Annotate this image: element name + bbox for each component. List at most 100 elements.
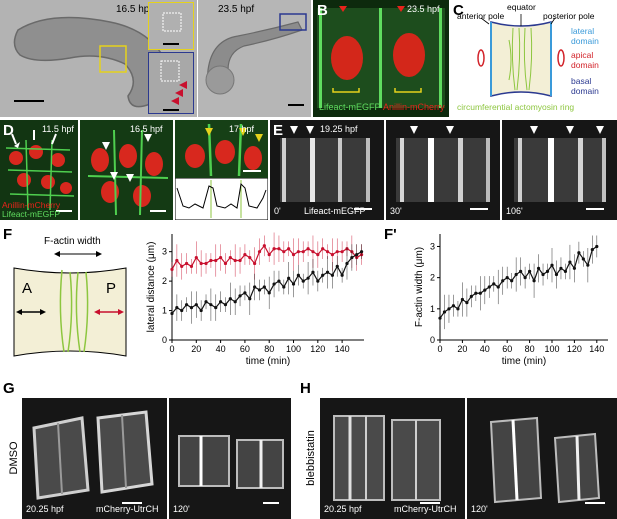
chart-f-prime-point <box>528 269 532 274</box>
panel-a-embryo-2: 23.5 hpf <box>198 0 311 117</box>
panel-c-anterior-pole: anterior pole <box>457 11 505 21</box>
chart-f-point <box>350 255 354 260</box>
panel-a-time-2: 23.5 hpf <box>218 4 255 15</box>
chart-f-prime-ylabel: F-actin width (μm) <box>414 247 425 327</box>
chart-f-point <box>340 250 344 254</box>
chart-f-point <box>194 255 198 260</box>
chart-f-point <box>233 258 237 263</box>
chart-f-point <box>248 255 252 260</box>
chart-f-point <box>296 273 300 277</box>
chart-f-point <box>311 270 315 274</box>
chart-f-prime-point <box>568 260 572 264</box>
panel-c-basal-domain: domain <box>571 86 599 96</box>
panel-letter-c: C <box>453 2 464 19</box>
chart-f-point <box>189 306 194 310</box>
panel-c-diagram: C equator anterior pole posterior pole l… <box>451 0 617 117</box>
chart-f-y-tick-label: 0 <box>162 335 167 345</box>
chart-f-prime-x-tick-label: 80 <box>525 344 535 354</box>
chart-f-point <box>209 258 213 263</box>
panel-letter-f: F <box>3 226 13 243</box>
chart-f-prime-point <box>460 297 464 302</box>
chart-f: 0 20 40 60 80 100 120 140 0 1 2 3 time (min) lateral … <box>144 226 374 370</box>
panel-e-t0: 0' <box>274 206 281 216</box>
chart-f-prime-point <box>478 291 482 295</box>
chart-f-point <box>359 250 364 254</box>
chart-f-point <box>277 247 281 251</box>
panel-d-image-1: D 11.5 hpf Anillin-mCherry Lifeact-mEGFP <box>0 120 78 220</box>
chart-f-prime-y-tick-label: 3 <box>430 241 435 251</box>
chart-f-point <box>180 308 184 313</box>
chart-f-prime-y-tick-label: 2 <box>430 273 435 283</box>
panel-c-lateral: lateral <box>571 26 595 36</box>
chart-f-point <box>330 253 335 257</box>
panel-e-t2: 106' <box>506 206 523 216</box>
chart-f-point <box>287 247 291 251</box>
chart-f-point <box>257 250 262 254</box>
chart-f-point <box>223 303 228 307</box>
chart-f-prime-x-tick-label: 60 <box>502 344 512 354</box>
chart-f-prime-point <box>447 307 451 311</box>
chart-f-xlabel: time (min) <box>246 356 290 367</box>
chart-f-point <box>184 261 189 266</box>
panel-letter-b: B <box>317 2 328 19</box>
chart-f-point <box>175 258 179 263</box>
chart-f-prime-point <box>501 279 505 283</box>
panel-e-image-1: E 19.25 hpf 0' Lifeact-mEGFP <box>270 120 384 220</box>
chart-f-prime-x-tick-label: 120 <box>567 344 582 354</box>
panel-h-time: 20.25 hpf <box>324 504 362 514</box>
chart-f-prime-point <box>545 269 550 274</box>
chart-f-prime-xlabel: time (min) <box>502 356 546 367</box>
chart-f-point <box>248 297 252 301</box>
chart-f-point <box>306 276 310 280</box>
panel-h-t: 120' <box>471 504 488 514</box>
chart-f-point <box>272 282 276 286</box>
chart-f-prime-point <box>581 257 585 261</box>
chart-f-point <box>262 244 266 248</box>
chart-f-point <box>233 300 237 304</box>
panel-d-image-3: 17 hpf <box>175 120 268 220</box>
chart-f-point <box>330 273 335 277</box>
panel-e-image-2: 30' <box>386 120 500 220</box>
panel-e-label: Lifeact-mEGFP <box>304 206 366 216</box>
chart-f-prime-point <box>483 288 487 292</box>
chart-f-x-tick-label: 40 <box>216 344 226 354</box>
chart-f-point <box>316 253 320 257</box>
chart-f-point <box>219 300 223 304</box>
chart-f-x-tick-label: 140 <box>335 344 350 354</box>
chart-f-prime-x-tick-label: 0 <box>437 344 442 354</box>
chart-f-point <box>228 255 232 260</box>
chart-f-prime-point <box>505 276 509 280</box>
chart-f-prime-y-tick-label: 1 <box>430 304 435 314</box>
panel-d-image-2: 16.5 hpf <box>80 120 173 220</box>
panel-e-image-3: 106' <box>502 120 617 220</box>
chart-f-point <box>238 258 242 263</box>
chart-f-prime-point <box>487 285 491 289</box>
chart-f-point <box>267 291 271 295</box>
chart-f-point <box>277 279 281 283</box>
chart-f-ylabel: lateral distance (μm) <box>146 242 157 333</box>
chart-f-prime-point <box>469 294 473 298</box>
chart-f-point <box>257 288 262 292</box>
chart-f-point <box>325 270 330 274</box>
panel-b-label-green: Lifeact-mEGFP <box>319 102 381 112</box>
panel-letter-h: H <box>300 380 311 397</box>
panel-d-time-1: 11.5 hpf <box>42 124 74 134</box>
panel-c-equator: equator <box>507 2 536 12</box>
chart-f-point <box>301 279 305 283</box>
chart-f-prime-point <box>541 272 545 277</box>
chart-f-point <box>238 294 242 298</box>
chart-f-point <box>253 285 257 289</box>
chart-f-prime-point <box>523 276 527 280</box>
chart-f-prime-point <box>465 300 469 305</box>
chart-f-prime-point <box>442 310 447 314</box>
chart-f-point <box>325 250 330 254</box>
chart-f-point <box>199 261 203 266</box>
chart-f-point <box>340 273 344 277</box>
chart-f-svg: 0 20 40 60 80 100 120 140 0 1 2 3 time (min) lateral … <box>146 232 364 367</box>
chart-f-point <box>175 306 179 310</box>
panel-e-t1: 30' <box>390 206 402 216</box>
chart-f-point <box>282 250 286 254</box>
panel-a-inset-yellow <box>148 2 194 50</box>
panel-g-image-2: 120' <box>169 398 291 519</box>
chart-f-prime-point <box>590 247 594 252</box>
